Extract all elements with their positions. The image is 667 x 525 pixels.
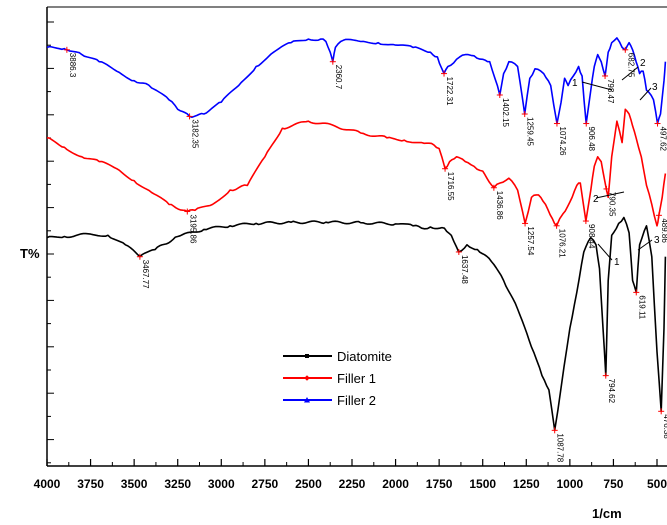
- x-tick-label: 2500: [295, 477, 322, 491]
- diatomite-series-line: [46, 216, 667, 432]
- peak-label: 1637.48: [460, 255, 469, 284]
- peak-label: 1257.54: [526, 226, 535, 255]
- peak-label: 619.11: [637, 295, 646, 319]
- x-tick-label: 2250: [339, 477, 366, 491]
- peak-label: 1722.31: [445, 77, 454, 106]
- x-tick-label: 3250: [164, 477, 191, 491]
- axes-group: [46, 6, 667, 467]
- band-marker-arrow: [581, 81, 613, 91]
- peak-label: 1074.26: [558, 127, 567, 156]
- band-marker-label: 2: [593, 194, 599, 205]
- peak-label: 3467.77: [141, 260, 150, 289]
- x-tick-label: 1750: [426, 477, 453, 491]
- band-marker-label: 2: [640, 58, 646, 69]
- y-ticks-group: [47, 21, 54, 464]
- x-tick-label: 500: [647, 477, 667, 491]
- peak-label: 489.86: [660, 218, 667, 243]
- legend-label: Filler 2: [337, 393, 376, 408]
- peak-label: 1076.21: [558, 229, 567, 258]
- peak-label: 908.44: [587, 224, 596, 249]
- band-marker-arrow: [621, 66, 639, 81]
- peak-label: 1259.45: [526, 117, 535, 146]
- band-markers-group: 1 2 3 2 3 1: [572, 58, 660, 268]
- x-tick-label: 1500: [469, 477, 496, 491]
- x-tick-label: 3750: [77, 477, 104, 491]
- x-tick-label: 3500: [121, 477, 148, 491]
- filler-1-series-line: [46, 108, 667, 227]
- peak-label: 476.38: [662, 414, 667, 439]
- legend-label: Filler 1: [337, 371, 376, 386]
- y-axis-label: T%: [20, 246, 40, 261]
- peak-label: 2360.7: [334, 65, 343, 90]
- x-tick-label: 3000: [208, 477, 235, 491]
- x-tick-label: 1000: [557, 477, 584, 491]
- band-marker-arrow: [637, 239, 653, 251]
- band-marker-label: 3: [654, 235, 660, 246]
- x-tick-label: 2750: [252, 477, 279, 491]
- peak-label: 497.62: [659, 127, 667, 152]
- peak-label: 3886.3: [68, 53, 77, 78]
- band-marker-label: 1: [614, 257, 620, 268]
- x-tick-label: 4000: [34, 477, 61, 491]
- legend: Diatomite Filler 1 Filler 2: [283, 349, 392, 408]
- peak-label: 798.47: [606, 79, 615, 104]
- peak-label: 1402.15: [501, 98, 510, 127]
- peak-label: 3195.86: [188, 215, 197, 244]
- x-tick-label: 1250: [513, 477, 540, 491]
- peak-labels-group: 3467.77 1637.48 1087.78 794.62 619.11 476.38 3…: [63, 46, 667, 463]
- x-axis-label: 1/cm: [592, 506, 622, 521]
- x-ticks-group: 4000 3750 3500 3250 3000 2750 2500 2250 2000 1750…: [34, 459, 667, 491]
- legend-label: Diatomite: [337, 349, 392, 364]
- series-lines-group: [46, 37, 667, 432]
- band-marker-arrow: [597, 243, 613, 261]
- legend-marker: [304, 375, 310, 381]
- peak-label: 1087.78: [556, 433, 565, 462]
- peak-label: 3182.35: [191, 119, 200, 148]
- x-tick-label: 2000: [382, 477, 409, 491]
- band-marker-arrow: [595, 191, 625, 199]
- band-marker-arrow: [639, 87, 652, 101]
- peak-label: 1436.86: [495, 191, 504, 220]
- peak-label: 906.48: [587, 127, 596, 152]
- band-marker-label: 1: [572, 78, 578, 89]
- peak-label: 794.62: [607, 379, 616, 404]
- peak-label: 790.35: [607, 192, 616, 217]
- peak-label: 682.75: [626, 53, 635, 78]
- legend-marker: [304, 397, 310, 403]
- peak-label: 1716.55: [446, 172, 455, 201]
- filler-2-series-line: [46, 37, 667, 125]
- legend-marker: [305, 354, 309, 358]
- band-marker-label: 3: [652, 82, 658, 93]
- x-tick-label: 750: [603, 477, 623, 491]
